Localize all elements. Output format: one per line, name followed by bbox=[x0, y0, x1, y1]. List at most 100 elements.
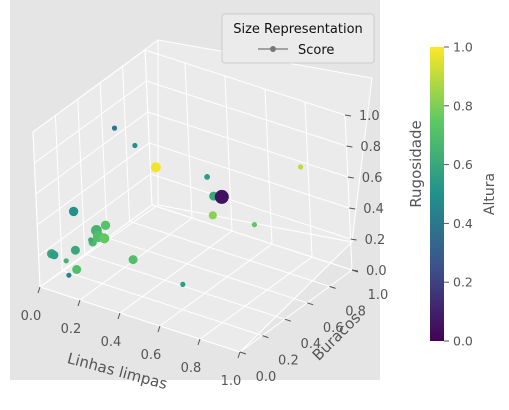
data-point bbox=[70, 245, 80, 255]
x-tick-mark bbox=[197, 338, 201, 346]
gridline-left-y bbox=[144, 49, 153, 206]
data-point bbox=[132, 142, 138, 149]
x-tick-label: 1.0 bbox=[221, 374, 242, 389]
colorbar: 0.0 0.2 0.4 0.6 0.8 1.0 Altura bbox=[430, 40, 498, 349]
gridline-floor-x bbox=[239, 269, 353, 353]
gridline-floor-y bbox=[84, 253, 285, 320]
z-tick-mark bbox=[344, 114, 352, 117]
x-tick-label: 0.8 bbox=[181, 361, 202, 376]
gridline-back-z bbox=[146, 80, 347, 147]
y-tick-label: 0.2 bbox=[278, 354, 299, 369]
gridline-back-x bbox=[184, 62, 193, 219]
legend: Size Representation Score bbox=[221, 13, 375, 64]
x-tick-mark bbox=[237, 351, 241, 359]
y-tick-mark bbox=[239, 351, 247, 355]
x-tick-mark bbox=[77, 299, 81, 307]
x-tick-label: 0.4 bbox=[101, 335, 122, 350]
x-tick-label: 0.2 bbox=[61, 322, 82, 337]
gridline-back-x bbox=[224, 75, 233, 232]
y-tick-mark bbox=[307, 302, 314, 306]
gridline-back-x bbox=[264, 88, 273, 245]
x-tick-mark bbox=[117, 312, 121, 320]
data-point bbox=[204, 174, 211, 180]
x-tick-mark bbox=[37, 286, 41, 294]
gridline-floor-y bbox=[62, 270, 263, 337]
colorbar-tick-label: 0.0 bbox=[453, 334, 473, 349]
z-tick-label: 1.0 bbox=[359, 109, 380, 124]
gridline-left-y bbox=[122, 66, 131, 222]
gridline-left-z bbox=[32, 49, 146, 133]
colorbar-tick-label: 0.6 bbox=[453, 157, 473, 172]
data-point bbox=[72, 265, 82, 274]
y-tick-mark bbox=[262, 335, 269, 339]
gridline-left-y bbox=[99, 82, 108, 238]
colorbar-gradient bbox=[430, 47, 444, 341]
data-point bbox=[88, 237, 94, 243]
gridline-back-x bbox=[344, 114, 353, 271]
gridline-floor-x bbox=[159, 243, 273, 327]
data-point bbox=[128, 255, 138, 265]
data-point bbox=[66, 272, 72, 278]
data-point bbox=[99, 233, 110, 244]
legend-entry-score: Score bbox=[298, 43, 334, 58]
gridline-floor-y bbox=[151, 204, 353, 271]
y-tick-label: 0.4 bbox=[300, 337, 321, 352]
gridline-left-y bbox=[54, 115, 63, 271]
x-tick-mark bbox=[157, 325, 161, 333]
colorbar-tick-label: 0.4 bbox=[453, 216, 473, 231]
gridline-floor-y bbox=[39, 286, 241, 353]
y-tick-mark bbox=[284, 318, 291, 322]
gridline-left-z bbox=[34, 80, 147, 164]
data-point bbox=[68, 206, 79, 217]
z-tick-label: 0.0 bbox=[366, 264, 387, 279]
colorbar-tick-label: 1.0 bbox=[453, 40, 473, 55]
x-tick-label: 0.6 bbox=[141, 348, 162, 363]
gridline-back-z bbox=[147, 111, 348, 178]
z-tick-label: 0.8 bbox=[360, 140, 381, 155]
z-tick-mark bbox=[351, 269, 359, 272]
data-point bbox=[298, 164, 304, 170]
gridline-back-z bbox=[149, 142, 350, 209]
z-tick-mark bbox=[346, 145, 353, 148]
gridline-floor-x bbox=[119, 230, 233, 314]
y-tick-label: 0.8 bbox=[345, 304, 366, 319]
z-tick-mark bbox=[350, 238, 357, 241]
gridline-left-z bbox=[38, 173, 151, 257]
data-points bbox=[47, 125, 304, 287]
z-tick-mark bbox=[349, 207, 356, 210]
data-point bbox=[251, 222, 257, 228]
gridline-left-z bbox=[35, 111, 149, 195]
colorbar-tick-label: 0.2 bbox=[453, 275, 473, 290]
data-point bbox=[50, 250, 59, 260]
colorbar-label: Altura bbox=[482, 173, 498, 215]
gridline-floor-y bbox=[107, 237, 308, 304]
z-tick-mark bbox=[347, 176, 354, 179]
gridline-left-y bbox=[32, 131, 41, 288]
gridline-floor-x bbox=[199, 256, 313, 340]
y-tick-label: 0.0 bbox=[256, 370, 277, 385]
gridline-left-z bbox=[39, 204, 153, 288]
colorbar-ticks: 0.0 0.2 0.4 0.6 0.8 1.0 bbox=[444, 40, 473, 349]
colorbar-tick-label: 0.8 bbox=[453, 98, 473, 113]
data-point bbox=[63, 258, 69, 264]
data-point bbox=[111, 125, 118, 131]
data-point bbox=[100, 220, 111, 230]
gridline-floor-y bbox=[129, 220, 330, 287]
data-point bbox=[208, 211, 217, 220]
tick-labels: 0.00.20.40.60.81.0 0.00.20.40.60.81.00.00… bbox=[21, 109, 389, 389]
y-tick-mark bbox=[329, 285, 336, 289]
y-tick-label: 0.6 bbox=[323, 321, 344, 336]
y-tick-label: 1.0 bbox=[368, 288, 389, 303]
x-tick-label: 0.0 bbox=[21, 309, 42, 324]
gridline-back-z bbox=[150, 173, 351, 240]
gridline-left-z bbox=[36, 142, 150, 226]
z-tick-label: 0.4 bbox=[363, 202, 384, 217]
data-point bbox=[214, 189, 229, 204]
gridlines bbox=[32, 49, 353, 353]
legend-marker bbox=[270, 46, 276, 52]
gridline-left-y bbox=[77, 99, 86, 255]
z-tick-label: 0.6 bbox=[362, 171, 383, 186]
z-axis-label: Rugosidade bbox=[407, 120, 425, 207]
